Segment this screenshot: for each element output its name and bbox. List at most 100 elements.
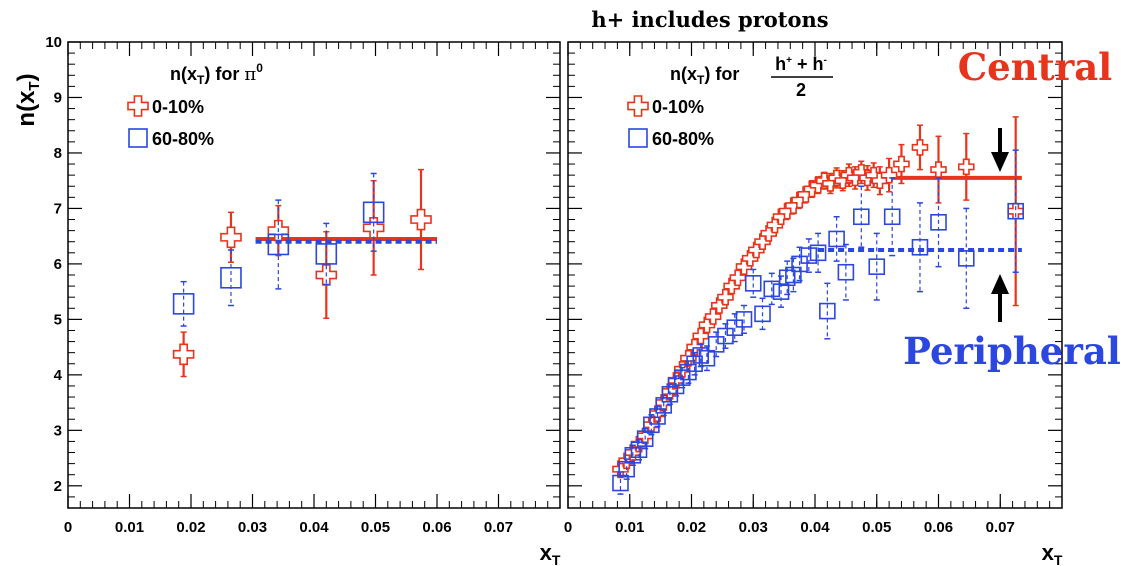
data-point-square xyxy=(726,319,744,337)
data-point-square xyxy=(1007,202,1024,220)
svg-text:n(xT): n(xT) xyxy=(13,73,43,126)
left-panel: 0 0.01 0.02 0.03 0.04 0.05 0.06 0.07 2 3 4 5 6 7 8 9 10 x… xyxy=(45,34,561,566)
x-tick-label: 0 xyxy=(564,519,572,536)
data-point-square xyxy=(957,250,975,267)
peripheral-arrow xyxy=(991,274,1009,322)
data-point-square xyxy=(618,460,635,478)
data-point-square xyxy=(772,283,790,300)
data-point-square xyxy=(630,441,648,459)
x-tick-label: 0.05 xyxy=(361,519,390,536)
x-tick-label: 0.06 xyxy=(422,519,451,536)
central-annotation: Central xyxy=(958,45,1113,89)
x-tick-label: 0.02 xyxy=(176,519,205,536)
legend-marker-cross xyxy=(627,95,649,117)
central-arrow xyxy=(991,128,1009,172)
data-point-square xyxy=(680,363,697,381)
data-point-square xyxy=(667,377,685,395)
data-point-square xyxy=(785,266,802,284)
y-tick-label: 7 xyxy=(54,200,62,217)
x-tick-label: 0.06 xyxy=(924,519,953,536)
data-point-cross xyxy=(704,308,722,325)
y-tick-label: 2 xyxy=(54,478,62,495)
legend-entry: 60-80% xyxy=(652,129,714,149)
data-point-square xyxy=(172,293,195,315)
data-point-square xyxy=(707,336,725,353)
data-point-square xyxy=(930,213,947,231)
figure-title: h+ includes protons xyxy=(591,7,828,32)
data-point-square xyxy=(837,263,855,281)
data-point-square xyxy=(673,369,691,386)
x-tick-label: 0.03 xyxy=(238,519,267,536)
right-panel: 0 0.01 0.02 0.03 0.04 0.05 0.06 0.07 xT n(xT) for… xyxy=(564,41,1063,566)
x-tick-label: 0.01 xyxy=(615,519,644,536)
data-point-square xyxy=(717,327,734,345)
data-point-square xyxy=(624,446,642,464)
data-point-square xyxy=(800,247,818,264)
data-point-square xyxy=(649,408,666,425)
data-point-cross xyxy=(686,338,703,356)
data-point-square xyxy=(883,208,901,226)
y-tick-label: 3 xyxy=(54,422,62,439)
x-axis-label: xT xyxy=(1042,540,1063,566)
data-point-square xyxy=(791,255,808,273)
y-tick-label: 6 xyxy=(54,256,62,273)
x-axis-label: xT xyxy=(540,540,561,566)
legend-marker-cross xyxy=(127,95,149,117)
data-point-square xyxy=(612,474,629,492)
y-tick-label: 8 xyxy=(54,145,62,162)
legend-marker-square xyxy=(128,128,148,148)
y-tick-label: 9 xyxy=(54,89,62,106)
data-point-cross xyxy=(893,155,910,173)
legend-fraction-denominator: 2 xyxy=(796,80,806,100)
y-axis-label: n(xT) xyxy=(13,73,43,126)
data-point-square xyxy=(778,269,796,287)
legend-entry: 0-10% xyxy=(152,97,204,117)
data-point-square xyxy=(735,311,753,328)
data-point-square xyxy=(853,208,870,226)
data-point-cross xyxy=(410,208,432,231)
data-point-square xyxy=(636,430,654,447)
data-point-square xyxy=(267,233,290,256)
legend-entry: 60-80% xyxy=(152,129,214,149)
data-point-square xyxy=(868,258,886,275)
data-point-cross xyxy=(880,166,898,184)
x-tick-label: 0.04 xyxy=(800,519,830,536)
data-point-square xyxy=(828,230,845,248)
data-point-square xyxy=(911,238,929,256)
data-point-square xyxy=(643,416,660,434)
x-tick-label: 0.01 xyxy=(115,519,144,536)
data-point-square xyxy=(763,280,781,298)
data-point-cross xyxy=(172,343,195,366)
data-point-cross xyxy=(957,158,975,176)
data-point-square xyxy=(744,275,762,292)
x-tick-label: 0.04 xyxy=(299,519,329,536)
data-point-square xyxy=(819,302,836,320)
x-tick-label: 0.02 xyxy=(677,519,706,536)
peripheral-annotation: Peripheral xyxy=(903,329,1121,373)
data-point-cross xyxy=(220,226,242,249)
data-point-square xyxy=(220,266,242,289)
y-tick-label: 10 xyxy=(45,34,62,51)
legend-fraction-numerator: h+ + h- xyxy=(775,54,827,74)
data-point-square xyxy=(315,243,338,265)
data-point-cross xyxy=(930,161,947,178)
x-tick-label: 0.03 xyxy=(739,519,768,536)
data-point-square xyxy=(754,305,771,323)
data-point-square xyxy=(362,201,385,224)
legend-marker-square xyxy=(628,128,648,148)
data-point-cross xyxy=(362,217,385,239)
data-point-cross xyxy=(911,139,929,156)
data-point-cross xyxy=(717,288,734,306)
data-point-square xyxy=(655,397,673,414)
data-point-square xyxy=(692,347,710,364)
x-tick-label: 0.07 xyxy=(484,519,513,536)
data-point-cross xyxy=(729,269,747,287)
y-tick-label: 4 xyxy=(54,367,63,384)
data-point-square xyxy=(661,385,679,403)
x-tick-label: 0.05 xyxy=(862,519,891,536)
data-point-square xyxy=(698,349,716,367)
x-tick-label: 0 xyxy=(64,519,72,536)
data-point-square xyxy=(686,355,703,373)
legend-title: n(xT) for xyxy=(670,64,739,87)
